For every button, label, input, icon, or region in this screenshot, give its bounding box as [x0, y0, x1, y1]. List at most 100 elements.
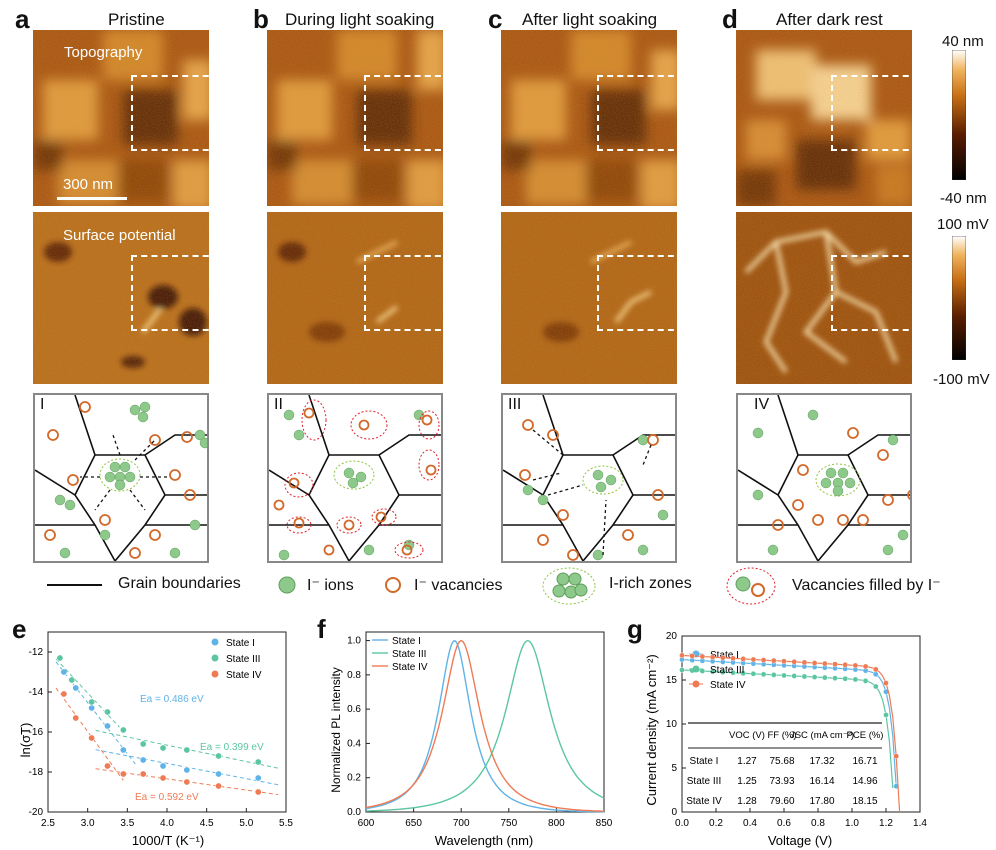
chart-e-point — [68, 676, 76, 684]
legend-ions: I⁻ ions — [307, 577, 354, 594]
chart-f-xtick-label: 750 — [500, 818, 517, 829]
chart-g-ytick-label: 0 — [671, 807, 677, 818]
chart-e-fit-line — [55, 687, 124, 781]
panel-letter-a: a — [15, 4, 30, 34]
jv-curve-chart: Current density (mA cm⁻²) Voltage (V) 0.… — [644, 631, 927, 848]
schematic-dark — [736, 393, 919, 563]
chart-g-point — [791, 659, 797, 665]
chart-g-point — [791, 673, 797, 679]
chart-e-point — [72, 684, 80, 692]
chart-g-table-cell: State IV — [686, 796, 722, 807]
chart-e-legend-label: State I — [226, 638, 255, 649]
chart-e-xtick-label: 2.5 — [41, 818, 55, 829]
chart-f-xtick-label: 600 — [358, 818, 375, 829]
chart-g-table-cell: 18.15 — [852, 796, 877, 807]
ion-legend-icon — [278, 576, 296, 594]
chart-g-table-cell: 1.25 — [737, 776, 757, 787]
legend-i-rich: I-rich zones — [609, 575, 692, 592]
chart-g-point — [750, 670, 757, 677]
chart-g-point — [770, 657, 777, 664]
chart-f-ytick-label: 1.0 — [347, 636, 361, 647]
chart-f-ytick-label: 0.2 — [347, 773, 361, 784]
chart-g-point — [699, 668, 706, 674]
chart-g-xtick-label: 0.6 — [777, 818, 791, 829]
chart-g-point — [720, 654, 726, 661]
topography-image-pristine — [33, 30, 209, 206]
chart-g-point — [679, 652, 685, 659]
chart-g-table-cell: 17.80 — [809, 796, 834, 807]
roi-box — [597, 255, 684, 331]
chart-g-point — [760, 671, 767, 678]
chart-g-point — [821, 674, 828, 681]
panel-letter-f: f — [317, 614, 326, 644]
chart-g-point — [760, 657, 767, 663]
chart-g-xtick-label: 1.4 — [913, 818, 927, 829]
chart-g-table-cell: 16.71 — [852, 756, 877, 767]
chart-e-ytick-label: -16 — [29, 727, 44, 738]
chart-g-point — [740, 656, 746, 662]
chart-g-xtick-label: 0.0 — [675, 818, 689, 829]
chart-g-point — [872, 683, 879, 690]
chart-e-annotation: Ea = 0.399 eV — [200, 742, 264, 753]
chart-g-point — [689, 653, 696, 659]
schematic-state-label: II — [274, 396, 283, 413]
panel-letter-b: b — [253, 4, 269, 34]
topography-image-during — [267, 30, 443, 206]
topography-image-after — [501, 30, 677, 206]
chart-g-table-header: FF (%) — [767, 730, 796, 741]
chart-e-point — [139, 770, 147, 778]
chart-e-ytick-label: -18 — [29, 767, 44, 778]
chart-e-ylabel: ln(σT) — [18, 723, 33, 758]
chart-f-xtick-label: 700 — [453, 818, 470, 829]
chart-g-table-cell: 75.68 — [769, 756, 794, 767]
chart-g-point — [679, 667, 685, 673]
chart-g-table-cell: 1.28 — [737, 796, 757, 807]
chart-e-legend-marker — [211, 654, 219, 662]
i-rich-legend-icon — [542, 567, 596, 605]
colorbar-min-kpfm: -100 mV — [933, 371, 990, 388]
chart-e-ytick-label: -14 — [29, 687, 44, 698]
chart-g-point — [811, 660, 818, 666]
column-title-pristine: Pristine — [108, 10, 165, 29]
chart-e-point — [183, 766, 191, 774]
roi-box — [364, 75, 451, 151]
schematic-after — [501, 393, 677, 563]
chart-e-ytick-label: -12 — [29, 647, 44, 658]
column-title-during: During light soaking — [285, 10, 435, 29]
chart-g-point — [862, 678, 869, 684]
chart-g-point — [709, 654, 716, 660]
chart-f-ytick-label: 0.0 — [347, 807, 361, 818]
chart-g-ytick-label: 10 — [666, 719, 678, 730]
chart-g-table-cell: 73.93 — [769, 776, 794, 787]
chart-e-point — [104, 708, 112, 716]
chart-g-point — [852, 662, 859, 669]
colorbar-max-kpfm: 100 mV — [937, 216, 989, 233]
chart-e-point — [72, 714, 80, 722]
chart-g-legend-label: State IV — [710, 680, 746, 691]
chart-f-ytick-label: 0.4 — [347, 738, 361, 749]
chart-e-xtick-label: 4.0 — [160, 818, 174, 829]
chart-g-point — [801, 673, 808, 680]
legend-vacancies: I⁻ vacancies — [414, 577, 503, 594]
chart-g-table-cell: State III — [687, 776, 721, 787]
schematic-state-label: I — [40, 396, 45, 413]
panel-letter-e: e — [12, 614, 27, 644]
chart-e-annotation: Ea = 0.592 eV — [135, 792, 199, 803]
chart-g-point — [740, 670, 746, 677]
chart-e-point — [254, 788, 262, 796]
chart-e-legend-marker — [211, 670, 219, 678]
chart-g-point — [699, 653, 706, 660]
roi-box — [364, 255, 451, 331]
chart-g-point — [801, 659, 808, 666]
chart-g-table-cell: 16.14 — [809, 776, 834, 787]
chart-g-point — [893, 753, 900, 759]
chart-g-point — [821, 660, 828, 667]
colorbar-max-topo: 40 nm — [942, 33, 984, 50]
chart-f-legend-label: State III — [392, 649, 426, 660]
chart-g-point — [883, 712, 889, 718]
legend-grain-boundaries: Grain boundaries — [118, 575, 241, 592]
chart-e-point — [254, 758, 262, 766]
chart-f-xtick-label: 850 — [596, 818, 613, 829]
chart-g-ytick-label: 15 — [666, 675, 678, 686]
chart-f-xlabel: Wavelength (nm) — [435, 833, 534, 848]
